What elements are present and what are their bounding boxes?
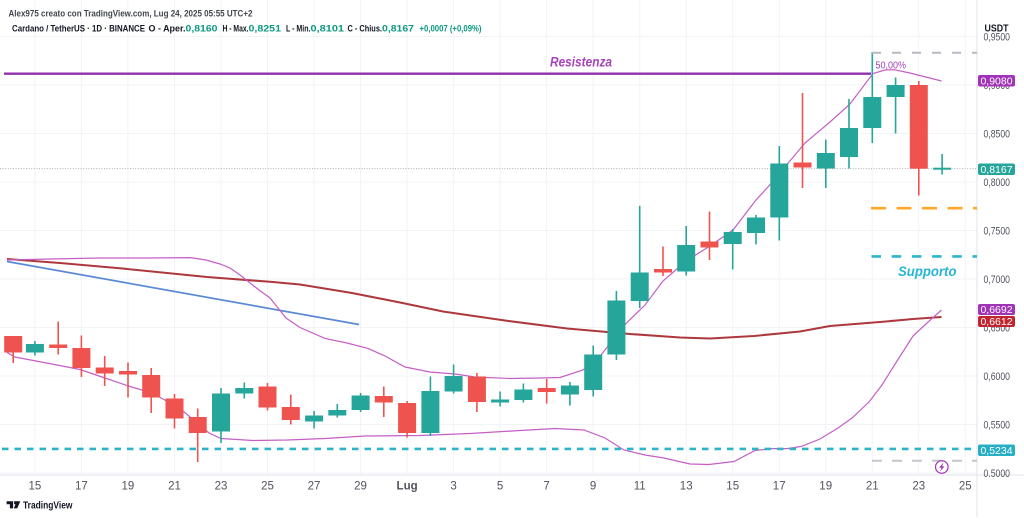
svg-text:15: 15 bbox=[29, 481, 42, 493]
svg-text:23: 23 bbox=[912, 481, 925, 493]
svg-text:0,7500: 0,7500 bbox=[984, 226, 1011, 238]
svg-text:13: 13 bbox=[680, 481, 693, 493]
svg-text:3: 3 bbox=[450, 481, 456, 493]
svg-text:0,8167: 0,8167 bbox=[382, 24, 414, 35]
svg-text:0,8167: 0,8167 bbox=[980, 164, 1012, 176]
svg-text:50,00%: 50,00% bbox=[876, 61, 907, 72]
svg-text:0,6612: 0,6612 bbox=[980, 316, 1012, 328]
svg-text:0,7000: 0,7000 bbox=[984, 274, 1011, 286]
svg-text:17: 17 bbox=[75, 481, 88, 493]
svg-text:19: 19 bbox=[122, 481, 135, 493]
svg-text:0,8251: 0,8251 bbox=[249, 24, 282, 35]
svg-text:0,6000: 0,6000 bbox=[984, 371, 1011, 383]
svg-text:Alex975 creato con TradingView: Alex975 creato con TradingView.com, Lug … bbox=[9, 9, 253, 20]
svg-text:17: 17 bbox=[773, 481, 786, 493]
svg-text:Resistenza: Resistenza bbox=[550, 55, 612, 70]
svg-text:L - Min.: L - Min. bbox=[286, 24, 311, 35]
svg-text:21: 21 bbox=[168, 481, 181, 493]
svg-text:7: 7 bbox=[543, 481, 549, 493]
svg-text:0,8160: 0,8160 bbox=[186, 24, 218, 35]
svg-text:29: 29 bbox=[354, 481, 367, 493]
svg-text:TradingView: TradingView bbox=[23, 501, 73, 512]
svg-text:+0,0007 (+0,09%): +0,0007 (+0,09%) bbox=[420, 24, 482, 35]
svg-text:9: 9 bbox=[590, 481, 596, 493]
svg-text:0,8000: 0,8000 bbox=[984, 177, 1011, 189]
svg-text:0,5500: 0,5500 bbox=[984, 420, 1011, 432]
svg-text:19: 19 bbox=[819, 481, 832, 493]
svg-text:0,8500: 0,8500 bbox=[984, 129, 1011, 141]
svg-text:C - Chius.: C - Chius. bbox=[348, 24, 383, 35]
svg-text:23: 23 bbox=[215, 481, 228, 493]
svg-text:0,9500: 0,9500 bbox=[984, 32, 1011, 44]
svg-text:O - Aper.: O - Aper. bbox=[149, 24, 186, 35]
svg-text:0.5000: 0.5000 bbox=[984, 468, 1011, 480]
svg-text:USDT: USDT bbox=[985, 23, 1009, 35]
svg-text:21: 21 bbox=[866, 481, 879, 493]
svg-text:11: 11 bbox=[634, 481, 646, 493]
svg-text:Supporto: Supporto bbox=[898, 264, 957, 279]
svg-text:0,9080: 0,9080 bbox=[980, 75, 1012, 87]
svg-text:25: 25 bbox=[959, 481, 972, 493]
svg-text:15: 15 bbox=[726, 481, 739, 493]
svg-text:0,8101: 0,8101 bbox=[311, 24, 345, 35]
svg-text:Lug: Lug bbox=[397, 481, 418, 493]
svg-text:0,5234: 0,5234 bbox=[980, 445, 1012, 457]
svg-text:Cardano / TetherUS · 1D · BINA: Cardano / TetherUS · 1D · BINANCE bbox=[12, 24, 145, 35]
svg-text:H - Max.: H - Max. bbox=[223, 24, 249, 35]
svg-text:27: 27 bbox=[308, 481, 321, 493]
svg-text:5: 5 bbox=[497, 481, 503, 493]
svg-text:25: 25 bbox=[261, 481, 274, 493]
svg-text:0,6692: 0,6692 bbox=[980, 304, 1012, 316]
